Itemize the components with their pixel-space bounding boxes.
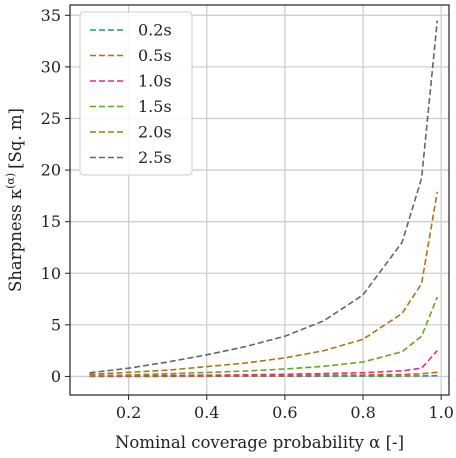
series-line-1.5s bbox=[89, 296, 439, 377]
y-axis-ticks: 0 5 10 15 20 25 30 35 bbox=[41, 6, 70, 386]
legend-box bbox=[79, 11, 193, 176]
y-tick-label: 20 bbox=[41, 161, 61, 180]
legend-label: 1.5s bbox=[138, 97, 172, 116]
y-tick-label: 0 bbox=[51, 367, 61, 386]
legend-label: 0.5s bbox=[138, 46, 172, 65]
legend-label: 2.5s bbox=[138, 148, 172, 167]
x-tick-label: 0.8 bbox=[350, 403, 375, 422]
y-tick-label: 30 bbox=[41, 57, 61, 76]
x-tick-label: 0.2 bbox=[116, 403, 141, 422]
y-axis-label-unit: [Sq. m] bbox=[6, 108, 25, 169]
series-line-1.0s bbox=[89, 350, 438, 377]
series-lines bbox=[89, 20, 439, 378]
plot-frame bbox=[69, 4, 450, 396]
legend-label: 0.2s bbox=[138, 21, 172, 40]
y-axis-label-superscript: (α) bbox=[4, 173, 17, 189]
legend-label: 1.0s bbox=[138, 72, 172, 91]
y-axis-label-main: Sharpness κ bbox=[6, 188, 25, 292]
y-tick-label: 25 bbox=[41, 109, 61, 128]
y-tick-label: 15 bbox=[41, 212, 61, 231]
legend-label: 2.0s bbox=[138, 123, 172, 142]
y-tick-label: 5 bbox=[51, 315, 61, 334]
x-tick-label: 0.6 bbox=[272, 403, 297, 422]
y-tick-label: 10 bbox=[41, 264, 61, 283]
legend: 0.2s 0.5s 1.0s 1.5s 2.0s 2.5s bbox=[79, 11, 193, 176]
series-line-2.0s bbox=[89, 191, 439, 376]
y-tick-label: 35 bbox=[41, 6, 61, 25]
x-axis-label: Nominal coverage probability α [-] bbox=[115, 433, 404, 452]
x-axis-ticks: 0.2 0.4 0.6 0.8 1.0 bbox=[116, 395, 454, 422]
y-axis-label: Sharpness κ(α) [Sq. m] bbox=[4, 108, 25, 292]
x-tick-label: 0.4 bbox=[194, 403, 219, 422]
series-line-2.5s bbox=[89, 20, 439, 374]
x-tick-label: 1.0 bbox=[428, 403, 453, 422]
